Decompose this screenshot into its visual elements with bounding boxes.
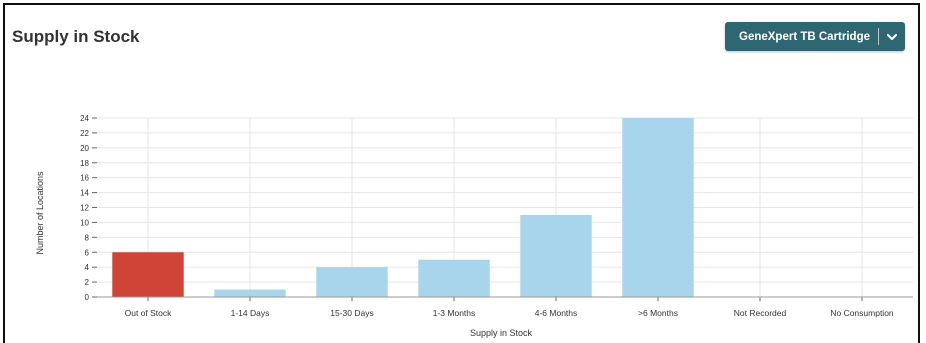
bar-1-3-months[interactable] bbox=[418, 259, 490, 297]
y-tick-label: 6 bbox=[85, 248, 90, 257]
chevron-down-icon[interactable] bbox=[879, 33, 905, 41]
bars bbox=[112, 118, 694, 297]
y-tick-label: 18 bbox=[80, 159, 89, 168]
y-tick-label: 20 bbox=[80, 144, 89, 153]
y-tick-label: 22 bbox=[80, 129, 89, 138]
y-tick-label: 14 bbox=[80, 189, 89, 198]
x-tick-label: 4-6 Months bbox=[535, 308, 578, 318]
dropdown-divider bbox=[878, 28, 879, 45]
bar-out-of-stock[interactable] bbox=[112, 252, 184, 297]
x-tick-label: >6 Months bbox=[638, 308, 678, 318]
y-tick-label: 2 bbox=[85, 278, 90, 287]
y-tick-label: 8 bbox=[85, 233, 90, 242]
y-tick-label: 12 bbox=[80, 204, 89, 213]
commodity-dropdown[interactable]: GeneXpert TB Cartridge bbox=[725, 22, 905, 51]
bar-1-14-days[interactable] bbox=[214, 289, 286, 297]
y-tick-label: 4 bbox=[85, 263, 90, 272]
x-tick-label: 1-14 Days bbox=[231, 308, 270, 318]
x-tick-label: 1-3 Months bbox=[433, 308, 476, 318]
panel-title: Supply in Stock bbox=[12, 27, 140, 46]
bar-4-6-months[interactable] bbox=[520, 214, 592, 297]
y-tick-label: 24 bbox=[80, 114, 89, 123]
x-tick-label: Not Recorded bbox=[734, 308, 787, 318]
bar-15-30-days[interactable] bbox=[316, 267, 388, 297]
supply-in-stock-panel: Supply in Stock GeneXpert TB Cartridge 0… bbox=[3, 3, 920, 343]
x-tick-label: Out of Stock bbox=[125, 308, 173, 318]
grid-lines bbox=[97, 117, 913, 298]
x-tick-label: No Consumption bbox=[830, 308, 894, 318]
dropdown-selected-value: GeneXpert TB Cartridge bbox=[739, 30, 870, 43]
x-axis-label: Supply in Stock bbox=[470, 328, 533, 338]
x-tick-label: 15-30 Days bbox=[330, 308, 373, 318]
bar-6-months[interactable] bbox=[622, 118, 694, 297]
y-tick-label: 16 bbox=[80, 174, 89, 183]
y-tick-label: 0 bbox=[85, 293, 90, 302]
y-tick-label: 10 bbox=[80, 218, 89, 227]
y-axis-label: Number of Locations bbox=[35, 171, 45, 255]
